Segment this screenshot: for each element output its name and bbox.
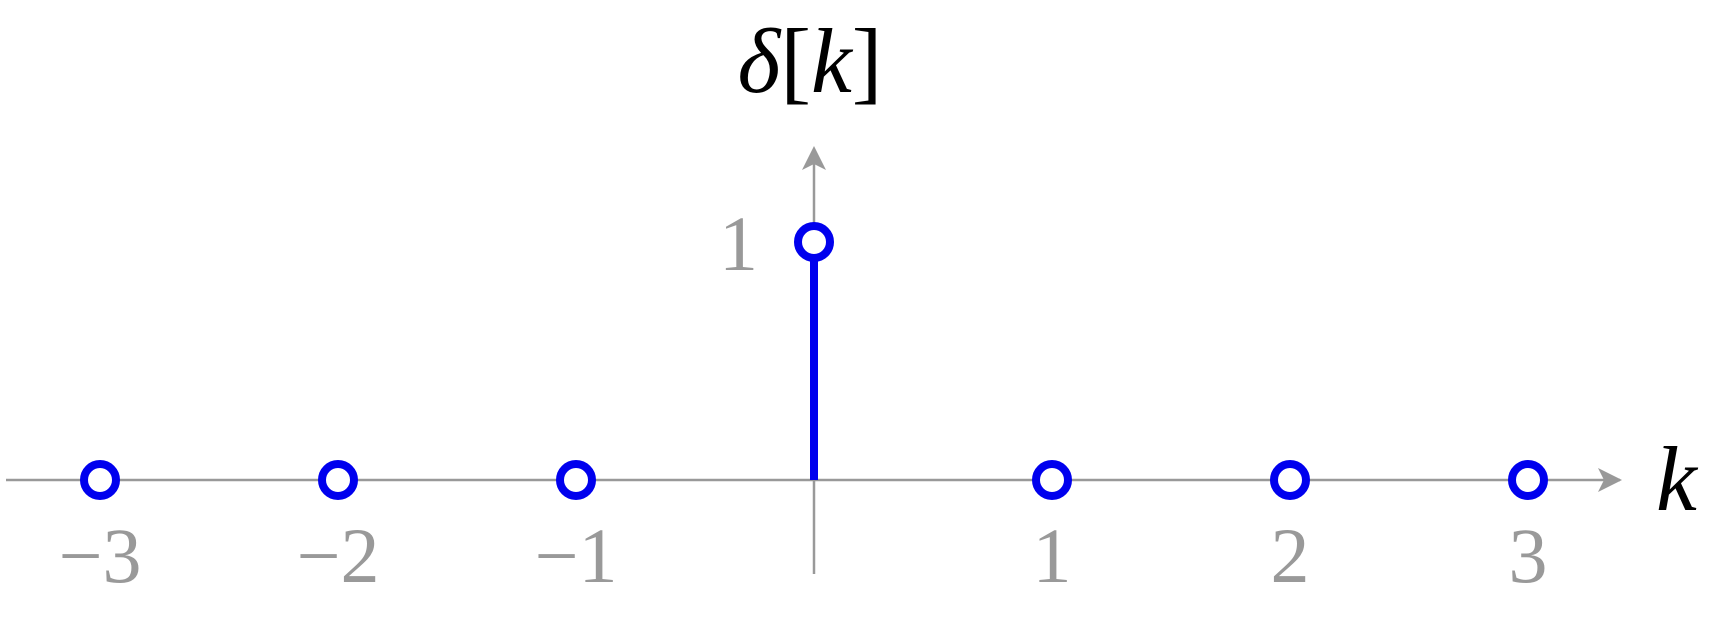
stem-marker <box>794 222 834 262</box>
tick-labels: −3 −2 −1 1 2 3 1 <box>59 200 1548 599</box>
x-tick-label: −1 <box>535 512 618 599</box>
y-title-close-bracket: ] <box>852 10 883 112</box>
stem-marker <box>1270 460 1310 500</box>
x-tick-label: 3 <box>1509 512 1548 599</box>
stem-marker <box>1032 460 1072 500</box>
y-axis-title: δ[k] <box>738 10 883 112</box>
stem-markers <box>80 222 1548 500</box>
x-tick-label: −2 <box>297 512 380 599</box>
y-title-open-bracket: [ <box>780 10 811 112</box>
x-tick-label: 2 <box>1271 512 1310 599</box>
y-tick-label: 1 <box>719 200 758 287</box>
stem-marker <box>80 460 120 500</box>
stem-marker <box>1508 460 1548 500</box>
y-axis-arrow <box>802 146 826 170</box>
x-axis-label: k <box>1656 428 1699 530</box>
y-title-symbol: δ <box>738 10 782 112</box>
x-axis-arrow <box>1598 468 1622 492</box>
x-tick-label: 1 <box>1033 512 1072 599</box>
stem-marker <box>556 460 596 500</box>
stem-marker <box>318 460 358 500</box>
y-title-variable: k <box>811 10 854 112</box>
x-tick-label: −3 <box>59 512 142 599</box>
